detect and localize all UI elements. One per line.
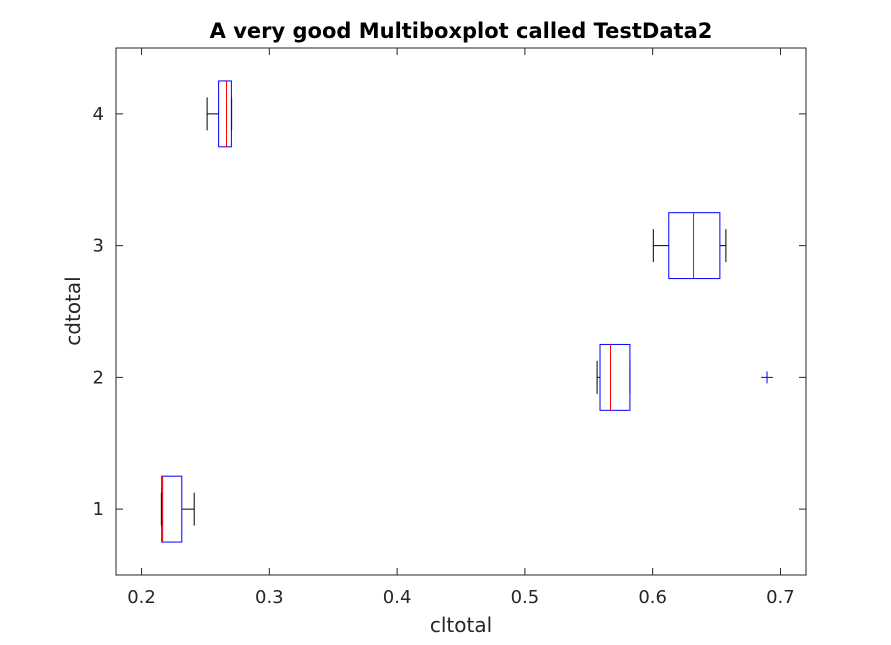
- box-group: [652, 212, 727, 280]
- y-tick-label: 1: [93, 499, 104, 520]
- box: [218, 80, 232, 148]
- axes-frame: [115, 47, 807, 576]
- x-tick-label: 0.7: [766, 587, 795, 608]
- chart-title: A very good Multiboxplot called TestData…: [210, 19, 713, 43]
- y-axis-label: cdtotal: [61, 276, 85, 345]
- x-tick-label: 0.3: [255, 587, 284, 608]
- box-group: [160, 475, 195, 543]
- y-tick-label: 3: [93, 236, 104, 257]
- y-tick-label: 2: [93, 367, 104, 388]
- box-group: [596, 343, 774, 411]
- box: [161, 475, 183, 543]
- box-group: [206, 80, 233, 148]
- box: [668, 212, 721, 280]
- box: [599, 343, 631, 411]
- y-tick-label: 4: [93, 104, 104, 125]
- x-axis-label: cltotal: [430, 613, 492, 637]
- x-tick-label: 0.5: [511, 587, 540, 608]
- box-groups: [160, 80, 774, 543]
- x-tick-label: 0.4: [383, 587, 412, 608]
- outlier-marker: [761, 371, 774, 384]
- x-tick-label: 0.6: [638, 587, 667, 608]
- plot-area: [116, 48, 806, 575]
- x-tick-label: 0.2: [127, 587, 156, 608]
- axis-ticks: 0.2 0.3 0.4 0.5 0.6 0.7 1 2 3 4: [93, 48, 806, 608]
